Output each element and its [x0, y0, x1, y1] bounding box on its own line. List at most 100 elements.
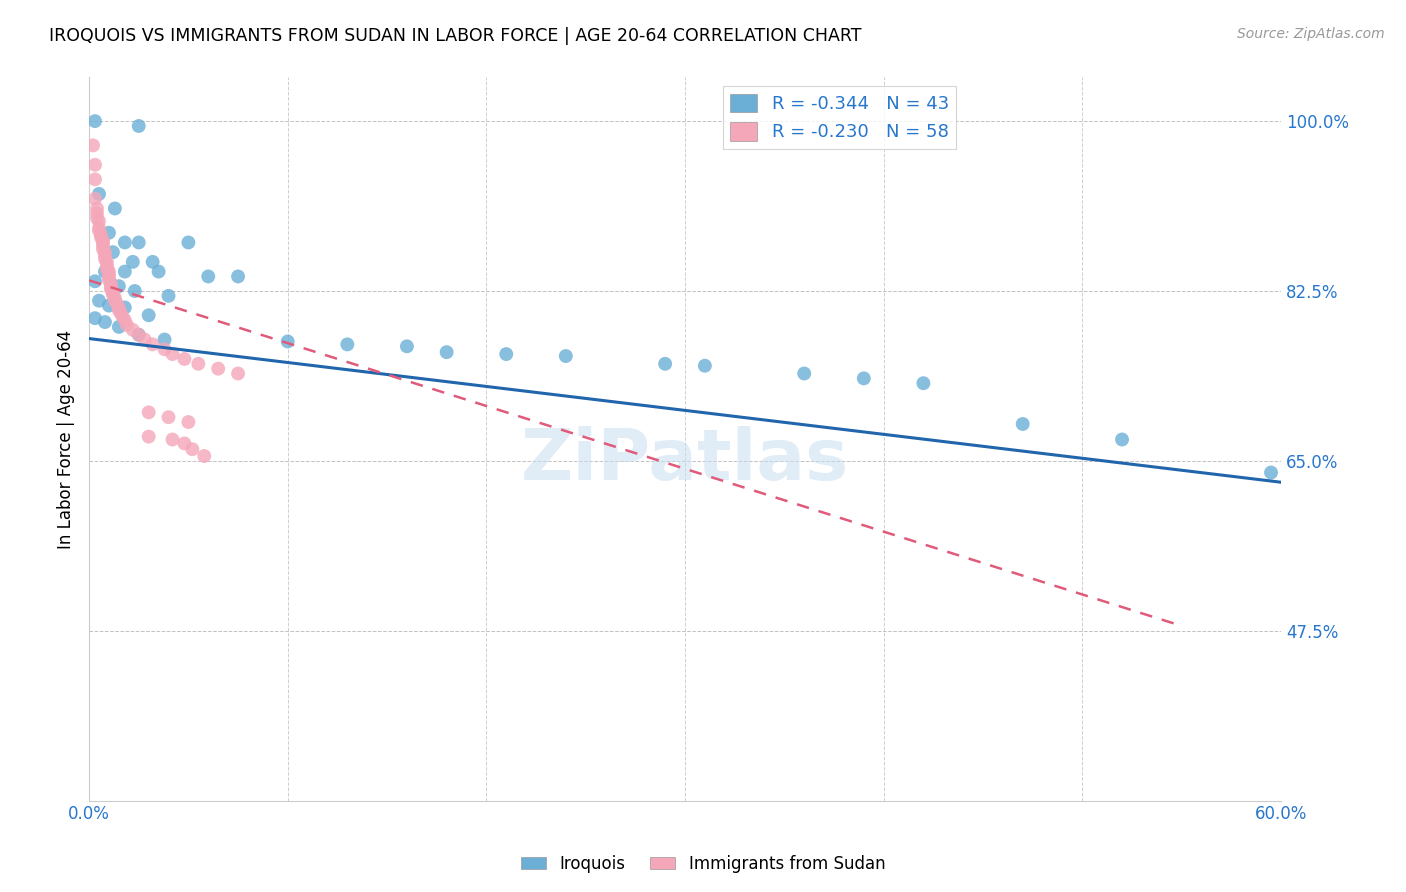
Point	[134, 333, 156, 347]
Point	[693, 359, 716, 373]
Point	[86, 211, 108, 226]
Point	[157, 289, 180, 303]
Point	[87, 224, 110, 238]
Point	[177, 235, 200, 250]
Point	[207, 361, 229, 376]
Point	[173, 436, 195, 450]
Point	[84, 311, 107, 326]
Point	[84, 114, 107, 128]
Point	[1011, 417, 1033, 431]
Point	[94, 248, 117, 262]
Point	[436, 345, 458, 359]
Point	[111, 310, 134, 325]
Point	[153, 343, 176, 357]
Point	[193, 449, 215, 463]
Point	[82, 138, 104, 153]
Point	[90, 227, 112, 242]
Point	[87, 293, 110, 308]
Point	[128, 235, 150, 250]
Point	[1111, 433, 1133, 447]
Point	[97, 268, 120, 282]
Point	[128, 327, 150, 342]
Point	[142, 337, 165, 351]
Point	[100, 282, 122, 296]
Point	[94, 245, 117, 260]
Point	[108, 303, 131, 318]
Point	[554, 349, 576, 363]
Point	[277, 334, 299, 349]
Point	[138, 429, 160, 443]
Y-axis label: In Labor Force | Age 20-64: In Labor Force | Age 20-64	[58, 329, 75, 549]
Point	[157, 410, 180, 425]
Point	[97, 264, 120, 278]
Point	[121, 255, 143, 269]
Point	[121, 323, 143, 337]
Point	[96, 261, 118, 276]
Point	[108, 301, 131, 315]
Point	[197, 269, 219, 284]
Point	[108, 319, 131, 334]
Text: Source: ZipAtlas.com: Source: ZipAtlas.com	[1237, 27, 1385, 41]
Point	[142, 255, 165, 269]
Point	[86, 202, 108, 216]
Point	[100, 279, 122, 293]
Point	[97, 299, 120, 313]
Point	[336, 337, 359, 351]
Point	[128, 327, 150, 342]
Point	[91, 242, 114, 256]
Point	[177, 415, 200, 429]
Point	[91, 234, 114, 248]
Point	[84, 192, 107, 206]
Point	[84, 158, 107, 172]
Point	[100, 277, 122, 291]
Point	[104, 293, 127, 308]
Text: IROQUOIS VS IMMIGRANTS FROM SUDAN IN LABOR FORCE | AGE 20-64 CORRELATION CHART: IROQUOIS VS IMMIGRANTS FROM SUDAN IN LAB…	[49, 27, 862, 45]
Point	[124, 284, 146, 298]
Point	[84, 172, 107, 186]
Point	[114, 235, 136, 250]
Point	[1260, 466, 1282, 480]
Point	[114, 313, 136, 327]
Point	[162, 347, 184, 361]
Point	[115, 318, 138, 332]
Point	[162, 433, 184, 447]
Point	[495, 347, 517, 361]
Point	[187, 357, 209, 371]
Point	[87, 186, 110, 201]
Text: ZiPatlas: ZiPatlas	[522, 426, 849, 495]
Point	[226, 367, 249, 381]
Point	[87, 220, 110, 235]
Point	[86, 206, 108, 220]
Point	[114, 264, 136, 278]
Point	[97, 270, 120, 285]
Point	[114, 301, 136, 315]
Point	[101, 285, 124, 299]
Point	[138, 405, 160, 419]
Point	[108, 279, 131, 293]
Point	[96, 255, 118, 269]
Point	[173, 351, 195, 366]
Point	[153, 333, 176, 347]
Point	[793, 367, 815, 381]
Point	[97, 226, 120, 240]
Legend: R = -0.344   N = 43, R = -0.230   N = 58: R = -0.344 N = 43, R = -0.230 N = 58	[723, 87, 956, 149]
Point	[87, 214, 110, 228]
Point	[181, 442, 204, 457]
Point	[104, 291, 127, 305]
Point	[105, 296, 128, 310]
Point	[101, 245, 124, 260]
Point	[226, 269, 249, 284]
Point	[852, 371, 875, 385]
Point	[90, 230, 112, 244]
Point	[91, 235, 114, 250]
Point	[654, 357, 676, 371]
Point	[96, 259, 118, 273]
Point	[128, 119, 150, 133]
Legend: Iroquois, Immigrants from Sudan: Iroquois, Immigrants from Sudan	[515, 848, 891, 880]
Point	[91, 238, 114, 252]
Point	[104, 202, 127, 216]
Point	[110, 306, 132, 320]
Point	[97, 273, 120, 287]
Point	[84, 274, 107, 288]
Point	[395, 339, 418, 353]
